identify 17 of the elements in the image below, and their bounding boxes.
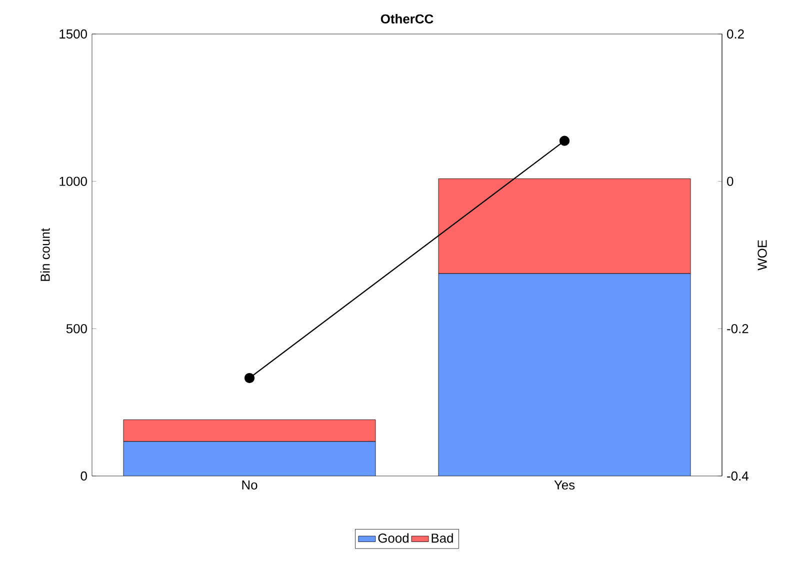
y2-tick-label: -0.4 — [727, 471, 748, 481]
y2-tick-label: 0 — [727, 176, 734, 186]
y-tick-label: 0 — [80, 471, 87, 481]
x-tick-label: Yes — [554, 480, 575, 490]
legend-label: Good — [378, 533, 408, 543]
y-tick-label: 500 — [66, 324, 87, 334]
y-tick-label: 1500 — [60, 29, 87, 39]
y-tick-label: 1000 — [60, 176, 87, 186]
y-axis-title: Bin count — [40, 228, 50, 281]
legend-label: Bad — [432, 533, 453, 543]
bar — [438, 273, 691, 476]
y2-axis-title: WOE — [758, 240, 767, 270]
y2-tick-label: 0.2 — [727, 29, 744, 39]
x-tick-label: No — [242, 480, 258, 490]
y2-tick-label: -0.2 — [727, 324, 748, 334]
chart-title: OtherCC — [380, 14, 434, 24]
bar — [123, 441, 376, 476]
